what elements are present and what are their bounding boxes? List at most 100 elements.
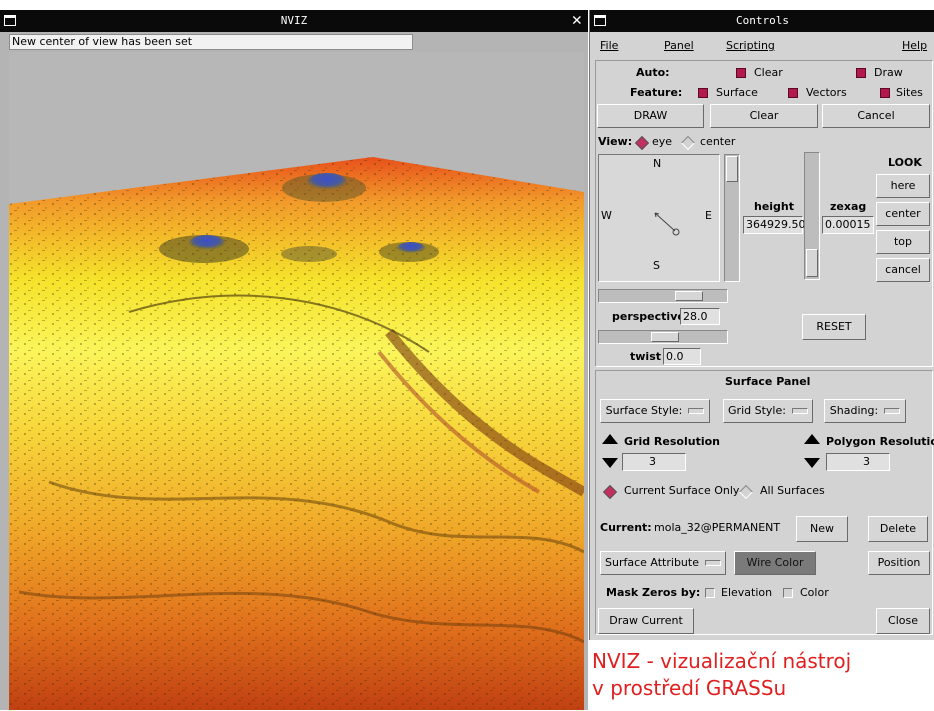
look-center-button[interactable]: center	[876, 202, 930, 226]
height-vscroll[interactable]	[724, 154, 740, 282]
mask-zeros-label: Mask Zeros by:	[606, 586, 701, 599]
mask-color-label: Color	[800, 586, 829, 599]
controls-titlebar[interactable]: Controls	[590, 10, 934, 32]
draw-button[interactable]: DRAW	[597, 104, 704, 128]
draw-current-button[interactable]: Draw Current	[598, 608, 694, 634]
twist-field[interactable]: 0.0	[663, 348, 701, 365]
surface-style-menu[interactable]: Surface Style:	[600, 399, 710, 423]
twist-slider[interactable]	[598, 330, 728, 344]
look-label: LOOK	[888, 156, 922, 169]
mask-elevation-label: Elevation	[721, 586, 773, 599]
surface-attribute-menu[interactable]: Surface Attribute	[600, 551, 726, 575]
zexag-label: zexag	[830, 200, 867, 213]
all-surfaces-label: All Surfaces	[760, 484, 825, 497]
wire-color-button[interactable]: Wire Color	[734, 551, 816, 575]
window-menu-icon[interactable]	[4, 15, 16, 26]
controls-window: Controls File Panel Scripting Help Auto:…	[589, 10, 934, 640]
clear-checkbox[interactable]	[736, 68, 746, 78]
grid-resolution-label: Grid Resolution	[624, 435, 720, 448]
terrain-render	[9, 157, 584, 710]
perspective-slider[interactable]	[598, 289, 728, 303]
eye-position-icon	[654, 212, 680, 236]
current-surface-only-label: Current Surface Only	[624, 484, 740, 497]
option-menu-indicator-icon	[791, 408, 808, 414]
view-label: View:	[598, 135, 633, 148]
new-button[interactable]: New	[796, 516, 848, 542]
option-menu-indicator-icon	[884, 408, 901, 414]
close-icon[interactable]: ✕	[571, 10, 582, 30]
clear-checkbox-label: Clear	[754, 66, 783, 79]
caption-line-2: v prostředí GRASSu	[592, 676, 787, 700]
status-bar: New center of view has been set	[9, 34, 413, 50]
menu-panel-label: Panel	[664, 39, 694, 52]
compass-s: S	[653, 259, 660, 272]
draw-checkbox[interactable]	[856, 68, 866, 78]
poly-res-up-icon[interactable]	[804, 434, 820, 444]
perspective-slider-thumb[interactable]	[675, 291, 703, 301]
mask-color-checkbox[interactable]	[783, 588, 793, 598]
surface-style-label: Surface Style:	[605, 404, 683, 417]
grid-style-label: Grid Style:	[728, 404, 786, 417]
caption-line-1: NVIZ - vizualizační nástroj	[592, 649, 852, 673]
option-menu-indicator-icon	[688, 408, 705, 414]
controls-title: Controls	[736, 14, 789, 27]
menu-help-label: Help	[902, 39, 928, 52]
surface-panel	[595, 370, 933, 635]
height-vscroll-thumb[interactable]	[726, 156, 738, 182]
3d-view-canvas[interactable]	[9, 52, 584, 710]
nviz-titlebar[interactable]: NVIZ ✕	[0, 10, 588, 32]
grid-resolution-field[interactable]: 3	[622, 453, 686, 471]
vectors-checkbox[interactable]	[788, 88, 798, 98]
menu-help[interactable]: Help	[902, 39, 927, 52]
look-top-button[interactable]: top	[876, 230, 930, 254]
option-menu-indicator-icon	[704, 560, 721, 566]
shading-label: Shading:	[829, 404, 879, 417]
mask-elevation-checkbox[interactable]	[705, 588, 715, 598]
polygon-resolution-field[interactable]: 3	[826, 453, 890, 471]
menu-panel[interactable]: Panel	[664, 39, 694, 52]
menu-file[interactable]: File	[600, 39, 618, 52]
poly-res-down-icon[interactable]	[804, 458, 820, 468]
menu-scripting[interactable]: Scripting	[726, 39, 775, 52]
shading-menu[interactable]: Shading:	[824, 399, 906, 423]
nviz-window: NVIZ ✕ New center of view has been set	[0, 10, 588, 710]
current-label: Current:	[600, 521, 652, 534]
surface-panel-title: Surface Panel	[725, 375, 811, 388]
feature-label: Feature:	[630, 86, 683, 99]
polygon-resolution-label: Polygon Resolution	[826, 435, 934, 448]
look-cancel-button[interactable]: cancel	[876, 258, 930, 282]
caption: NVIZ - vizualizační nástroj v prostředí …	[592, 648, 851, 702]
zexag-field[interactable]: 0.00015	[822, 216, 874, 234]
twist-label: twist	[630, 350, 661, 363]
sites-checkbox-label: Sites	[896, 86, 923, 99]
height-label: height	[754, 200, 795, 213]
cancel-button[interactable]: Cancel	[822, 104, 930, 128]
compass-n: N	[653, 157, 662, 170]
zexag-vscroll[interactable]	[804, 152, 820, 280]
close-button[interactable]: Close	[876, 608, 930, 634]
height-field[interactable]: 364929.50	[743, 216, 806, 234]
reset-button[interactable]: RESET	[802, 314, 866, 340]
view-eye-label: eye	[652, 135, 673, 148]
position-compass[interactable]: N S E W	[598, 154, 720, 282]
window-menu-icon[interactable]	[594, 15, 606, 26]
grid-res-down-icon[interactable]	[602, 458, 618, 468]
vectors-checkbox-label: Vectors	[806, 86, 847, 99]
perspective-field[interactable]: 28.0	[680, 308, 720, 325]
surface-attribute-label: Surface Attribute	[605, 556, 699, 569]
surface-checkbox-label: Surface	[716, 86, 758, 99]
sites-checkbox[interactable]	[880, 88, 890, 98]
view-center-label: center	[700, 135, 736, 148]
clear-button[interactable]: Clear	[710, 104, 818, 128]
grid-res-up-icon[interactable]	[602, 434, 618, 444]
surface-checkbox[interactable]	[698, 88, 708, 98]
grid-style-menu[interactable]: Grid Style:	[723, 399, 813, 423]
menu-scripting-label: Scripting	[726, 39, 775, 52]
auto-label: Auto:	[636, 66, 670, 79]
delete-button[interactable]: Delete	[868, 516, 928, 542]
zexag-vscroll-thumb[interactable]	[806, 249, 818, 277]
position-button[interactable]: Position	[868, 551, 930, 575]
twist-slider-thumb[interactable]	[651, 332, 679, 342]
compass-e: E	[705, 209, 712, 222]
look-here-button[interactable]: here	[876, 174, 930, 198]
